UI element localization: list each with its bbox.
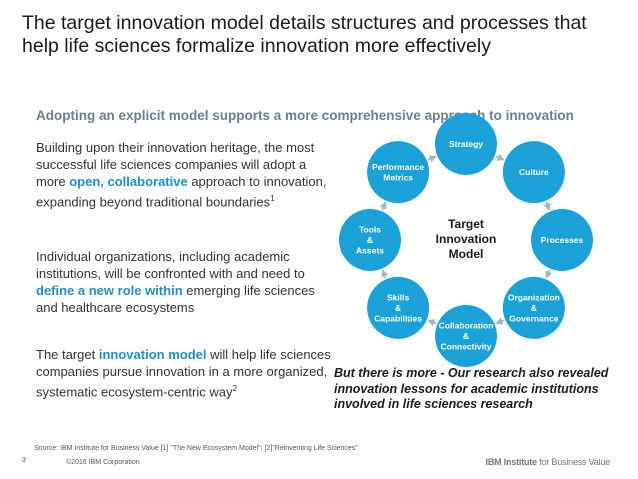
node-label: & xyxy=(463,331,469,341)
cycle-arrow xyxy=(495,317,505,325)
bullet-innovation-model: The target innovation model will help li… xyxy=(36,346,334,400)
node-label: Governance xyxy=(509,313,558,323)
node-label: Connectivity xyxy=(440,342,491,352)
center-label: Model xyxy=(449,247,484,261)
cycle-arrow xyxy=(495,153,505,161)
bullet-text: Building upon their innovation heritage,… xyxy=(36,140,315,189)
source-note: Source: IBM Institute for Business Value… xyxy=(34,445,358,452)
footnote-ref: 1 xyxy=(270,194,275,203)
node-label: Skills xyxy=(387,292,409,302)
bullet-text: will help life sciences companies pursue… xyxy=(36,347,331,400)
node-circle xyxy=(435,305,497,367)
cycle-node-organization: Organization&Governance xyxy=(502,276,565,339)
bullet-text: The target xyxy=(36,347,99,362)
bullet-highlight: define a new role within xyxy=(36,283,183,298)
node-label: Capabilities xyxy=(374,313,422,323)
section-subtitle: Adopting an explicit model supports a mo… xyxy=(36,108,574,123)
center-label: Target xyxy=(448,217,484,231)
node-label: & xyxy=(531,303,537,313)
node-label: Organization xyxy=(508,292,560,302)
footnote-ref: 2 xyxy=(232,384,237,393)
center-label: Innovation xyxy=(436,232,497,246)
bullet-text: Individual organizations, including acad… xyxy=(36,249,305,281)
node-label: Assets xyxy=(356,246,384,256)
cycle-node-strategy: Strategy xyxy=(435,113,497,175)
node-label: Strategy xyxy=(449,139,483,149)
node-label: Tools xyxy=(359,225,381,235)
bullet-open-collaborative: Building upon their innovation heritage,… xyxy=(36,139,334,210)
cycle-node-tools: Tools&Assets xyxy=(339,209,401,271)
cycle-arrow xyxy=(379,201,387,211)
cycle-arrow xyxy=(545,269,553,279)
page-title: The target innovation model details stru… xyxy=(22,12,587,57)
bullet-text: approach to innovation, expanding beyond… xyxy=(36,174,327,210)
node-label: Collaboration xyxy=(439,321,494,331)
node-label: Culture xyxy=(519,167,549,177)
page-number: 3 xyxy=(22,457,26,464)
node-label: Performance xyxy=(372,162,424,172)
brand-bold: IBM Institute xyxy=(485,457,538,467)
node-circle xyxy=(367,276,430,339)
cycle-arrow xyxy=(381,269,389,279)
cycle-node-skills: Skills&Capabilities xyxy=(367,276,430,339)
copyright: ©2016 IBM Corporation xyxy=(66,459,140,466)
cycle-arrow xyxy=(427,319,437,327)
bullet-highlight: innovation model xyxy=(98,347,207,362)
cycle-node-culture: Culture xyxy=(502,141,565,204)
node-circle xyxy=(502,141,565,204)
callout-text: But there is more - Our research also re… xyxy=(334,366,609,411)
cycle-node-processes: Processes xyxy=(531,209,593,271)
node-circle xyxy=(339,209,401,271)
node-label: & xyxy=(395,303,401,313)
bullet-highlight: open, collaborative xyxy=(69,174,188,189)
node-label: Processes xyxy=(541,235,584,245)
node-circle xyxy=(531,209,593,271)
bullet-new-role: Individual organizations, including acad… xyxy=(36,248,334,316)
node-circle xyxy=(502,276,565,339)
brand-logo: IBM Institute for Business Value xyxy=(485,457,611,467)
cycle-arrow xyxy=(427,155,437,163)
node-circle xyxy=(435,113,497,175)
node-label: Metrics xyxy=(383,172,413,182)
bullet-text: emerging life sciences and healthcare ec… xyxy=(36,283,315,315)
cycle-arrow xyxy=(543,201,551,211)
node-label: & xyxy=(367,235,373,245)
cycle-node-collaboration: Collaboration&Connectivity xyxy=(435,305,497,367)
brand-rest: for Business Value xyxy=(536,457,610,467)
node-circle xyxy=(367,141,430,204)
